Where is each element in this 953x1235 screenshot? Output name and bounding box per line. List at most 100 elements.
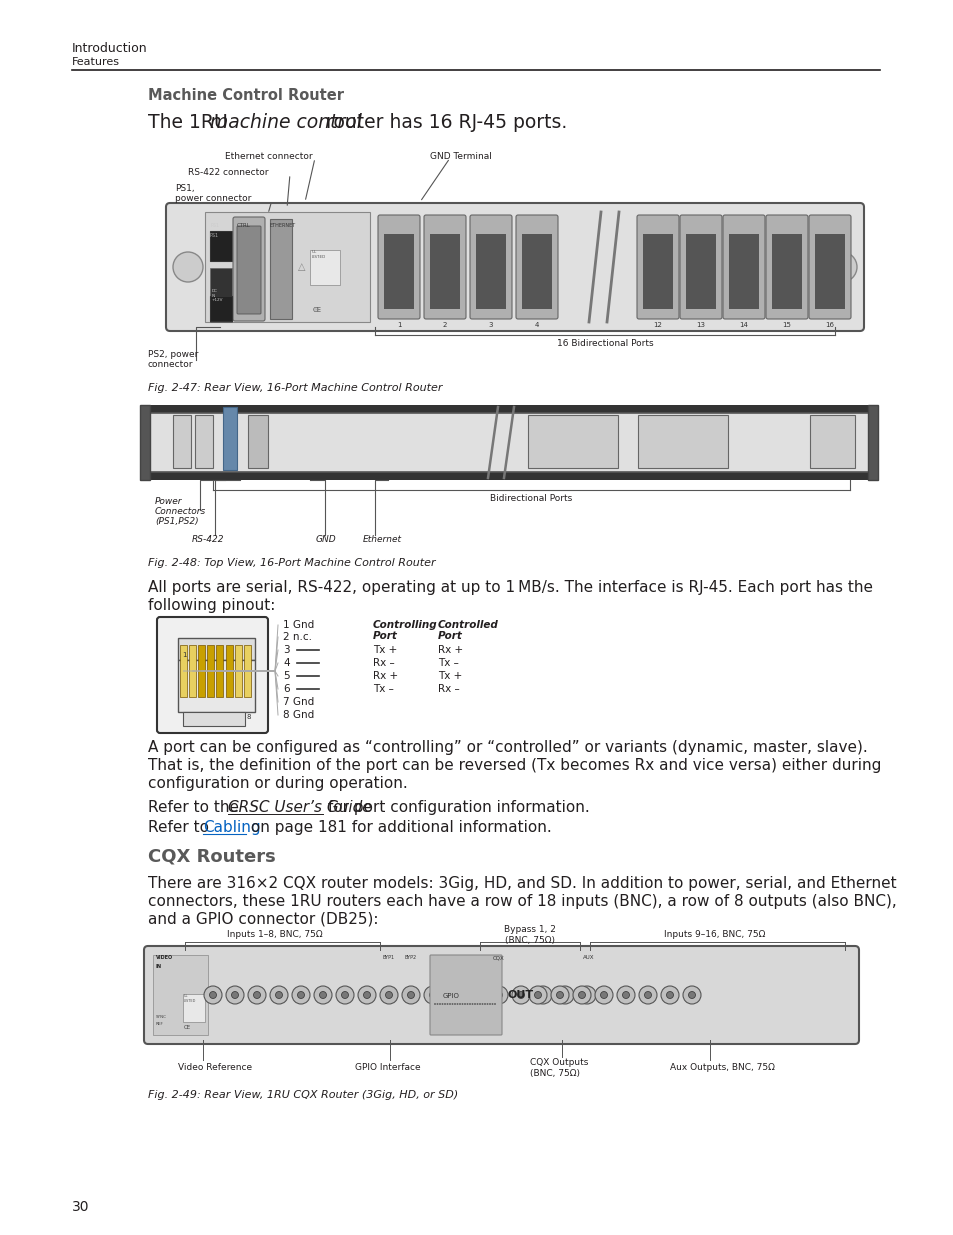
Text: OUT: OUT: [507, 990, 534, 1000]
Circle shape: [551, 986, 568, 1004]
Bar: [527, 415, 618, 468]
Text: Port: Port: [373, 631, 397, 641]
Circle shape: [491, 1003, 493, 1005]
Text: Machine Control Router: Machine Control Router: [148, 88, 344, 103]
Text: Controlling: Controlling: [373, 620, 437, 630]
Circle shape: [617, 986, 635, 1004]
Text: Ethernet: Ethernet: [363, 535, 401, 543]
Text: IN: IN: [156, 965, 162, 969]
Circle shape: [486, 1003, 488, 1005]
Circle shape: [534, 986, 552, 1004]
Text: 1: 1: [396, 322, 401, 329]
FancyBboxPatch shape: [516, 215, 558, 319]
Circle shape: [494, 1003, 496, 1005]
Circle shape: [319, 992, 326, 999]
Text: following pinout:: following pinout:: [148, 598, 275, 613]
Text: on page 181 for additional information.: on page 181 for additional information.: [246, 820, 551, 835]
Text: Refer to the: Refer to the: [148, 800, 244, 815]
FancyBboxPatch shape: [166, 203, 863, 331]
Circle shape: [314, 986, 332, 1004]
Text: 7 Gnd: 7 Gnd: [283, 697, 314, 706]
Circle shape: [644, 992, 651, 999]
Circle shape: [599, 992, 607, 999]
Bar: [140, 405, 150, 480]
FancyBboxPatch shape: [423, 215, 465, 319]
Bar: [476, 233, 505, 309]
Circle shape: [474, 1003, 476, 1005]
Text: PS2, power: PS2, power: [148, 350, 198, 359]
Bar: [226, 645, 233, 697]
Text: 3: 3: [488, 322, 493, 329]
FancyBboxPatch shape: [765, 215, 807, 319]
Circle shape: [429, 992, 436, 999]
Circle shape: [458, 1003, 460, 1005]
Text: Bypass 1, 2: Bypass 1, 2: [503, 925, 556, 934]
Text: CRSC User’s Guide: CRSC User’s Guide: [228, 800, 372, 815]
Text: BYP2: BYP2: [404, 955, 416, 960]
Text: GPIO: GPIO: [442, 993, 459, 999]
Text: RS-422: RS-422: [192, 535, 224, 543]
FancyBboxPatch shape: [430, 955, 501, 1035]
Bar: [270, 219, 292, 319]
Text: △: △: [297, 262, 305, 272]
Circle shape: [517, 992, 524, 999]
Circle shape: [446, 986, 463, 1004]
Text: CE: CE: [184, 1025, 191, 1030]
Text: RS-422 connector: RS-422 connector: [188, 168, 268, 177]
Circle shape: [451, 992, 458, 999]
Text: Ethernet connector: Ethernet connector: [225, 152, 313, 161]
Text: 2: 2: [442, 322, 447, 329]
Text: and a GPIO connector (DB25):: and a GPIO connector (DB25):: [148, 911, 378, 927]
Circle shape: [357, 986, 375, 1004]
Text: connectors, these 1RU routers each have a row of 18 inputs (BNC), a row of 8 out: connectors, these 1RU routers each have …: [148, 894, 896, 909]
Text: Inputs 9–16, BNC, 75Ω: Inputs 9–16, BNC, 75Ω: [663, 930, 765, 939]
Bar: [384, 233, 414, 309]
Circle shape: [297, 992, 304, 999]
Circle shape: [595, 986, 613, 1004]
Circle shape: [688, 992, 695, 999]
Circle shape: [363, 992, 370, 999]
Text: 2 n.c.: 2 n.c.: [283, 632, 312, 642]
Circle shape: [583, 992, 590, 999]
Circle shape: [443, 1003, 446, 1005]
Text: PS1,: PS1,: [174, 184, 194, 193]
Text: UL
LISTED: UL LISTED: [312, 249, 326, 258]
Circle shape: [473, 992, 480, 999]
Circle shape: [489, 1003, 491, 1005]
Text: 12: 12: [653, 322, 661, 329]
Circle shape: [456, 1003, 458, 1005]
Text: 30: 30: [71, 1200, 90, 1214]
Text: Power: Power: [154, 496, 182, 506]
Circle shape: [660, 986, 679, 1004]
Text: GPIO Interface: GPIO Interface: [355, 1063, 420, 1072]
Text: Inputs 1–8, BNC, 75Ω: Inputs 1–8, BNC, 75Ω: [227, 930, 322, 939]
Text: REF: REF: [156, 1023, 164, 1026]
Circle shape: [483, 1003, 485, 1005]
Bar: [152, 955, 208, 1035]
Circle shape: [210, 992, 216, 999]
Circle shape: [449, 1003, 451, 1005]
Text: Rx +: Rx +: [437, 645, 462, 655]
Text: That is, the definition of the port can be reversed (Tx becomes Rx and vice vers: That is, the definition of the port can …: [148, 758, 881, 773]
Bar: [148, 412, 869, 472]
Text: Rx –: Rx –: [373, 658, 395, 668]
Text: AUX: AUX: [582, 955, 594, 960]
Circle shape: [292, 986, 310, 1004]
Bar: [148, 405, 869, 412]
Text: BYP1: BYP1: [382, 955, 395, 960]
Text: Fig. 2-47: Rear View, 16-Port Machine Control Router: Fig. 2-47: Rear View, 16-Port Machine Co…: [148, 383, 442, 393]
Bar: [310, 249, 339, 285]
Circle shape: [434, 1003, 436, 1005]
Circle shape: [578, 992, 585, 999]
Bar: [685, 233, 716, 309]
Circle shape: [534, 992, 541, 999]
Bar: [183, 713, 245, 726]
Text: Fig. 2-48: Top View, 16-Port Machine Control Router: Fig. 2-48: Top View, 16-Port Machine Con…: [148, 558, 436, 568]
Text: 14: 14: [739, 322, 748, 329]
Text: 16 Bidirectional Ports: 16 Bidirectional Ports: [557, 338, 653, 348]
Bar: [867, 405, 877, 480]
Circle shape: [335, 986, 354, 1004]
Text: Aux Outputs, BNC, 75Ω: Aux Outputs, BNC, 75Ω: [669, 1063, 774, 1072]
Bar: [638, 415, 727, 468]
Text: router has 16 RJ-45 ports.: router has 16 RJ-45 ports.: [319, 112, 567, 132]
